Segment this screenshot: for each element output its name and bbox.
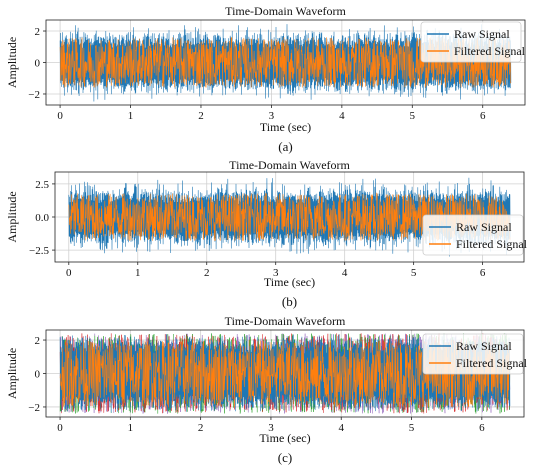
x-tick-label: 4 [339,110,345,122]
x-tick-label: 2 [198,422,204,434]
y-tick-label: −2 [28,89,40,101]
legend-filtered-label: Filtered Signal [456,237,528,251]
chart-title: Time-Domain Waveform [225,4,346,18]
subfigure-caption: (a) [278,139,292,154]
x-axis-label: Time (sec) [259,431,310,445]
x-tick-label: 3 [269,110,275,122]
legend-box [420,21,522,63]
x-tick-label: 3 [273,267,279,279]
y-tick-label: 2 [35,26,41,38]
legend: Raw Signal Filtered Signal [422,333,528,375]
y-tick-label: 0.0 [35,212,49,224]
y-tick-label: 0 [35,58,41,70]
x-tick-label: 6 [480,267,486,279]
y-tick-label: 0 [35,369,41,381]
x-axis-label: Time (sec) [264,275,315,289]
x-tick-label: 6 [480,110,486,122]
x-tick-label: 4 [342,267,348,279]
legend-filtered-label: Filtered Signal [454,44,526,58]
y-axis-label: Amplitude [5,348,19,399]
legend-raw-label: Raw Signal [454,27,510,41]
chart-title: Time-Domain Waveform [225,314,346,328]
y-tick-label: 2 [35,335,41,347]
x-tick-label: 3 [268,422,274,434]
x-tick-label: 1 [128,110,134,122]
y-tick-label: −2 [28,402,40,414]
x-tick-label: 0 [57,422,63,434]
chart-panel-1: 0 1 2 3 4 5 6 −2 0 2 Time-Domain Waveform Time (sec… [5,4,526,154]
subfigure-caption: (b) [282,294,297,309]
x-axis-label: Time (sec) [260,120,311,134]
chart-title: Time-Domain Waveform [229,158,350,172]
x-tick-label: 6 [479,422,485,434]
x-tick-label: 5 [410,110,416,122]
x-tick-label: 5 [411,267,417,279]
y-tick-label: 2.5 [35,179,49,191]
filtered-signal-line [59,340,511,407]
subfigure-caption: (c) [278,450,292,465]
x-tick-label: 2 [198,110,204,122]
y-axis-label: Amplitude [5,191,19,242]
legend-box [422,333,524,375]
legend-raw-label: Raw Signal [456,339,512,353]
filtered-signal-line [68,192,511,241]
x-tick-label: 5 [409,422,415,434]
legend-filtered-label: Filtered Signal [456,356,528,370]
x-tick-label: 4 [338,422,344,434]
raw-signal-line [68,177,511,257]
x-tick-label: 1 [128,422,134,434]
y-axis-label: Amplitude [5,37,19,88]
chart-panel-2: 0 1 2 3 4 5 6 −2.5 0.0 2.5 Time-Domain Waveform Tim… [5,158,528,309]
legend-raw-label: Raw Signal [456,220,512,234]
x-tick-label: 0 [57,110,63,122]
legend: Raw Signal Filtered Signal [422,214,528,256]
y-tick-label: −2.5 [29,245,49,257]
legend: Raw Signal Filtered Signal [420,21,526,63]
x-tick-label: 2 [204,267,210,279]
chart-panel-3: 0 1 2 3 4 5 6 −2 0 2 Time-Domain Waveform Time (sec… [5,314,528,465]
x-tick-label: 1 [135,267,141,279]
legend-box [422,214,524,256]
x-tick-label: 0 [66,267,72,279]
